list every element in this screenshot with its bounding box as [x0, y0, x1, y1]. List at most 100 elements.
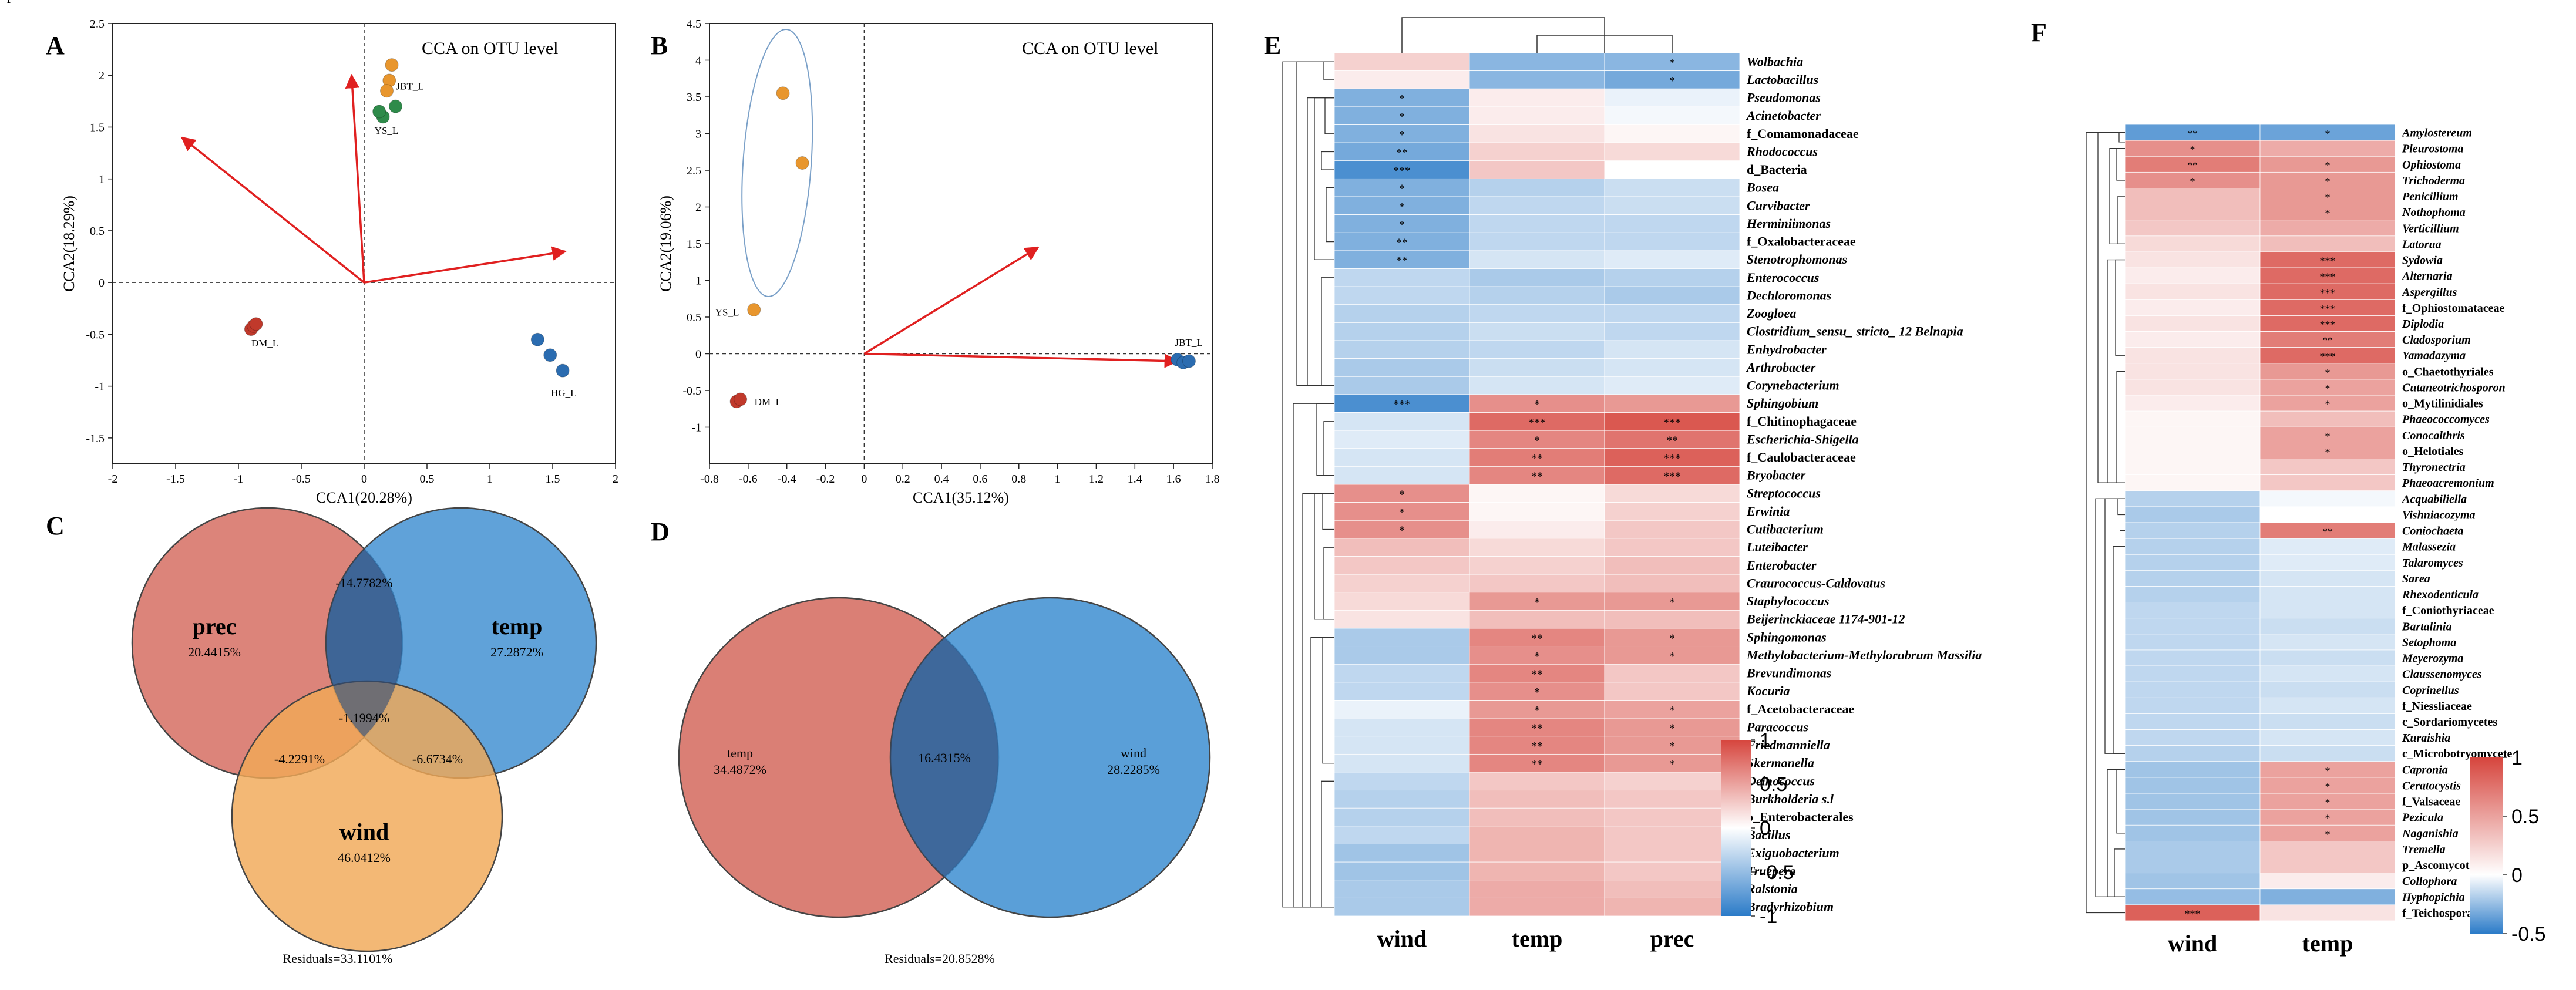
heatmap-cell: [1604, 232, 1740, 251]
significance-stars: *: [1399, 110, 1405, 123]
heatmap-cell: [1334, 304, 1470, 323]
heatmap-cell: [2259, 220, 2396, 237]
heatmap-cell: [2124, 570, 2261, 587]
heatmap-cell: [2259, 443, 2396, 459]
y-axis-label: CCA2(18.29%): [60, 196, 78, 292]
row-label: Collophora: [2402, 875, 2457, 888]
heatmap-cell: [1469, 844, 1605, 863]
heatmap-cell: [1334, 52, 1470, 72]
heatmap-cell: [2124, 188, 2261, 205]
heatmap-cell: [2124, 649, 2261, 666]
heatmap-cell: [2124, 554, 2261, 571]
row-dendrogram-branch: [2116, 371, 2125, 483]
env-arrow-label: wind: [0, 0, 14, 4]
row-dendrogram-branch: [2116, 769, 2125, 834]
heatmap-cell: [2259, 459, 2396, 476]
column-label: wind: [2168, 930, 2218, 957]
x-tick-label: 0.8: [1011, 473, 1026, 486]
heatmap-cell: [1334, 753, 1470, 773]
heatmap-cell: [2124, 426, 2261, 443]
sample-point: [795, 156, 809, 170]
x-tick-label: 1.4: [1128, 473, 1142, 486]
row-dendrogram-branch: [2109, 148, 2125, 245]
row-label: o_Chaetothyriales: [2402, 365, 2494, 378]
row-label: Burkholderia s.l: [1746, 792, 1834, 806]
x-tick-label: -1.5: [166, 473, 185, 486]
heatmap-cell: [1334, 592, 1470, 611]
significance-stars: *: [2325, 797, 2330, 809]
heatmap-cell: [1334, 358, 1470, 377]
heatmap-cell: [1604, 88, 1740, 107]
heatmap-cell: [2124, 793, 2261, 810]
row-dendrogram-branch: [2117, 196, 2125, 245]
x-tick-label: -0.5: [292, 473, 311, 486]
y-tick-label: -0.5: [682, 385, 701, 398]
row-label: Cutibacterium: [1747, 522, 1824, 537]
sample-point: [530, 332, 544, 346]
heatmap-cell: [1469, 304, 1605, 323]
env-arrow-wind: [864, 352, 1179, 368]
column-label: wind: [1377, 925, 1427, 952]
heatmap-cell: [1604, 807, 1740, 827]
row-label: c_Sordariomycetes: [2402, 716, 2497, 729]
row-label: Diplodia: [2402, 318, 2444, 331]
heatmap-cell: [1469, 250, 1605, 269]
significance-stars: *: [1534, 398, 1540, 411]
significance-stars: *: [1399, 200, 1405, 213]
colorbar: [1721, 740, 1751, 916]
heatmap-e: * Wolbachia * Lactobacillus * Pseudomonas * Aci…: [1282, 17, 1982, 952]
x-tick-label: 1: [1055, 473, 1061, 486]
significance-stars: **: [1531, 740, 1543, 753]
heatmap-cell: [2259, 697, 2396, 714]
env-arrow-label: wind: [0, 0, 14, 4]
row-label: Escherichia-Shigella: [1746, 432, 1859, 446]
heatmap-cell: [1604, 826, 1740, 844]
heatmap-cell: [1334, 448, 1470, 467]
column-label: temp: [1512, 925, 1563, 952]
heatmap-cell: [2124, 459, 2261, 476]
sample-point: [249, 317, 263, 331]
significance-stars: *: [1399, 218, 1405, 231]
heatmap-cell: [2259, 267, 2396, 284]
venn-set-value: 28.2285%: [1107, 762, 1160, 777]
row-label: Vishniacozyma: [2402, 509, 2475, 521]
venn-set-value: 34.4872%: [714, 762, 766, 777]
row-label: Deinococcus: [1746, 773, 1815, 788]
significance-stars: ***: [1663, 470, 1681, 483]
venn-set-value: 46.0412%: [338, 850, 391, 865]
row-dendrogram-branch: [1293, 403, 1334, 908]
heatmap-cell: [1469, 412, 1605, 431]
row-label: Talaromyces: [2402, 557, 2463, 570]
heatmap-cell: [2124, 331, 2261, 348]
significance-stars: *: [1534, 650, 1540, 663]
row-label: Enterococcus: [1746, 270, 1819, 285]
significance-stars: *: [2325, 399, 2330, 410]
venn-set-label: temp: [727, 746, 753, 760]
heatmap-cell: [1604, 178, 1740, 197]
significance-stars: ***: [2185, 908, 2201, 920]
x-tick-label: 0.2: [896, 473, 910, 486]
row-label: f_Chitinophagaceae: [1747, 414, 1857, 429]
row-label: Erwinia: [1746, 504, 1790, 518]
row-dendrogram-branch: [1314, 97, 1334, 260]
heatmap-cell: [1334, 772, 1470, 791]
group-label: YS_L: [715, 307, 739, 318]
heatmap-cell: [2124, 618, 2261, 635]
heatmap-cell: [1469, 340, 1605, 359]
sample-point: [380, 84, 394, 98]
row-dendrogram-branch: [2086, 132, 2125, 914]
row-dendrogram-branch: [1321, 277, 1334, 386]
significance-stars: ***: [1663, 452, 1681, 465]
heatmap-cell: [2124, 697, 2261, 714]
heatmap-cell: [1334, 376, 1470, 395]
sample-point: [776, 86, 790, 100]
venn-intersection-value: -4.2291%: [274, 752, 325, 766]
row-label: Claussenomyces: [2402, 668, 2482, 681]
row-label: Tremella: [2402, 843, 2446, 856]
row-dendrogram-branch: [1323, 421, 1334, 476]
heatmap-cell: [1604, 897, 1740, 917]
plot-title: CCA on OTU level: [1022, 39, 1159, 58]
heatmap-cell: [1604, 664, 1740, 683]
significance-stars: *: [2325, 813, 2330, 824]
y-tick-label: -1.5: [86, 432, 105, 445]
